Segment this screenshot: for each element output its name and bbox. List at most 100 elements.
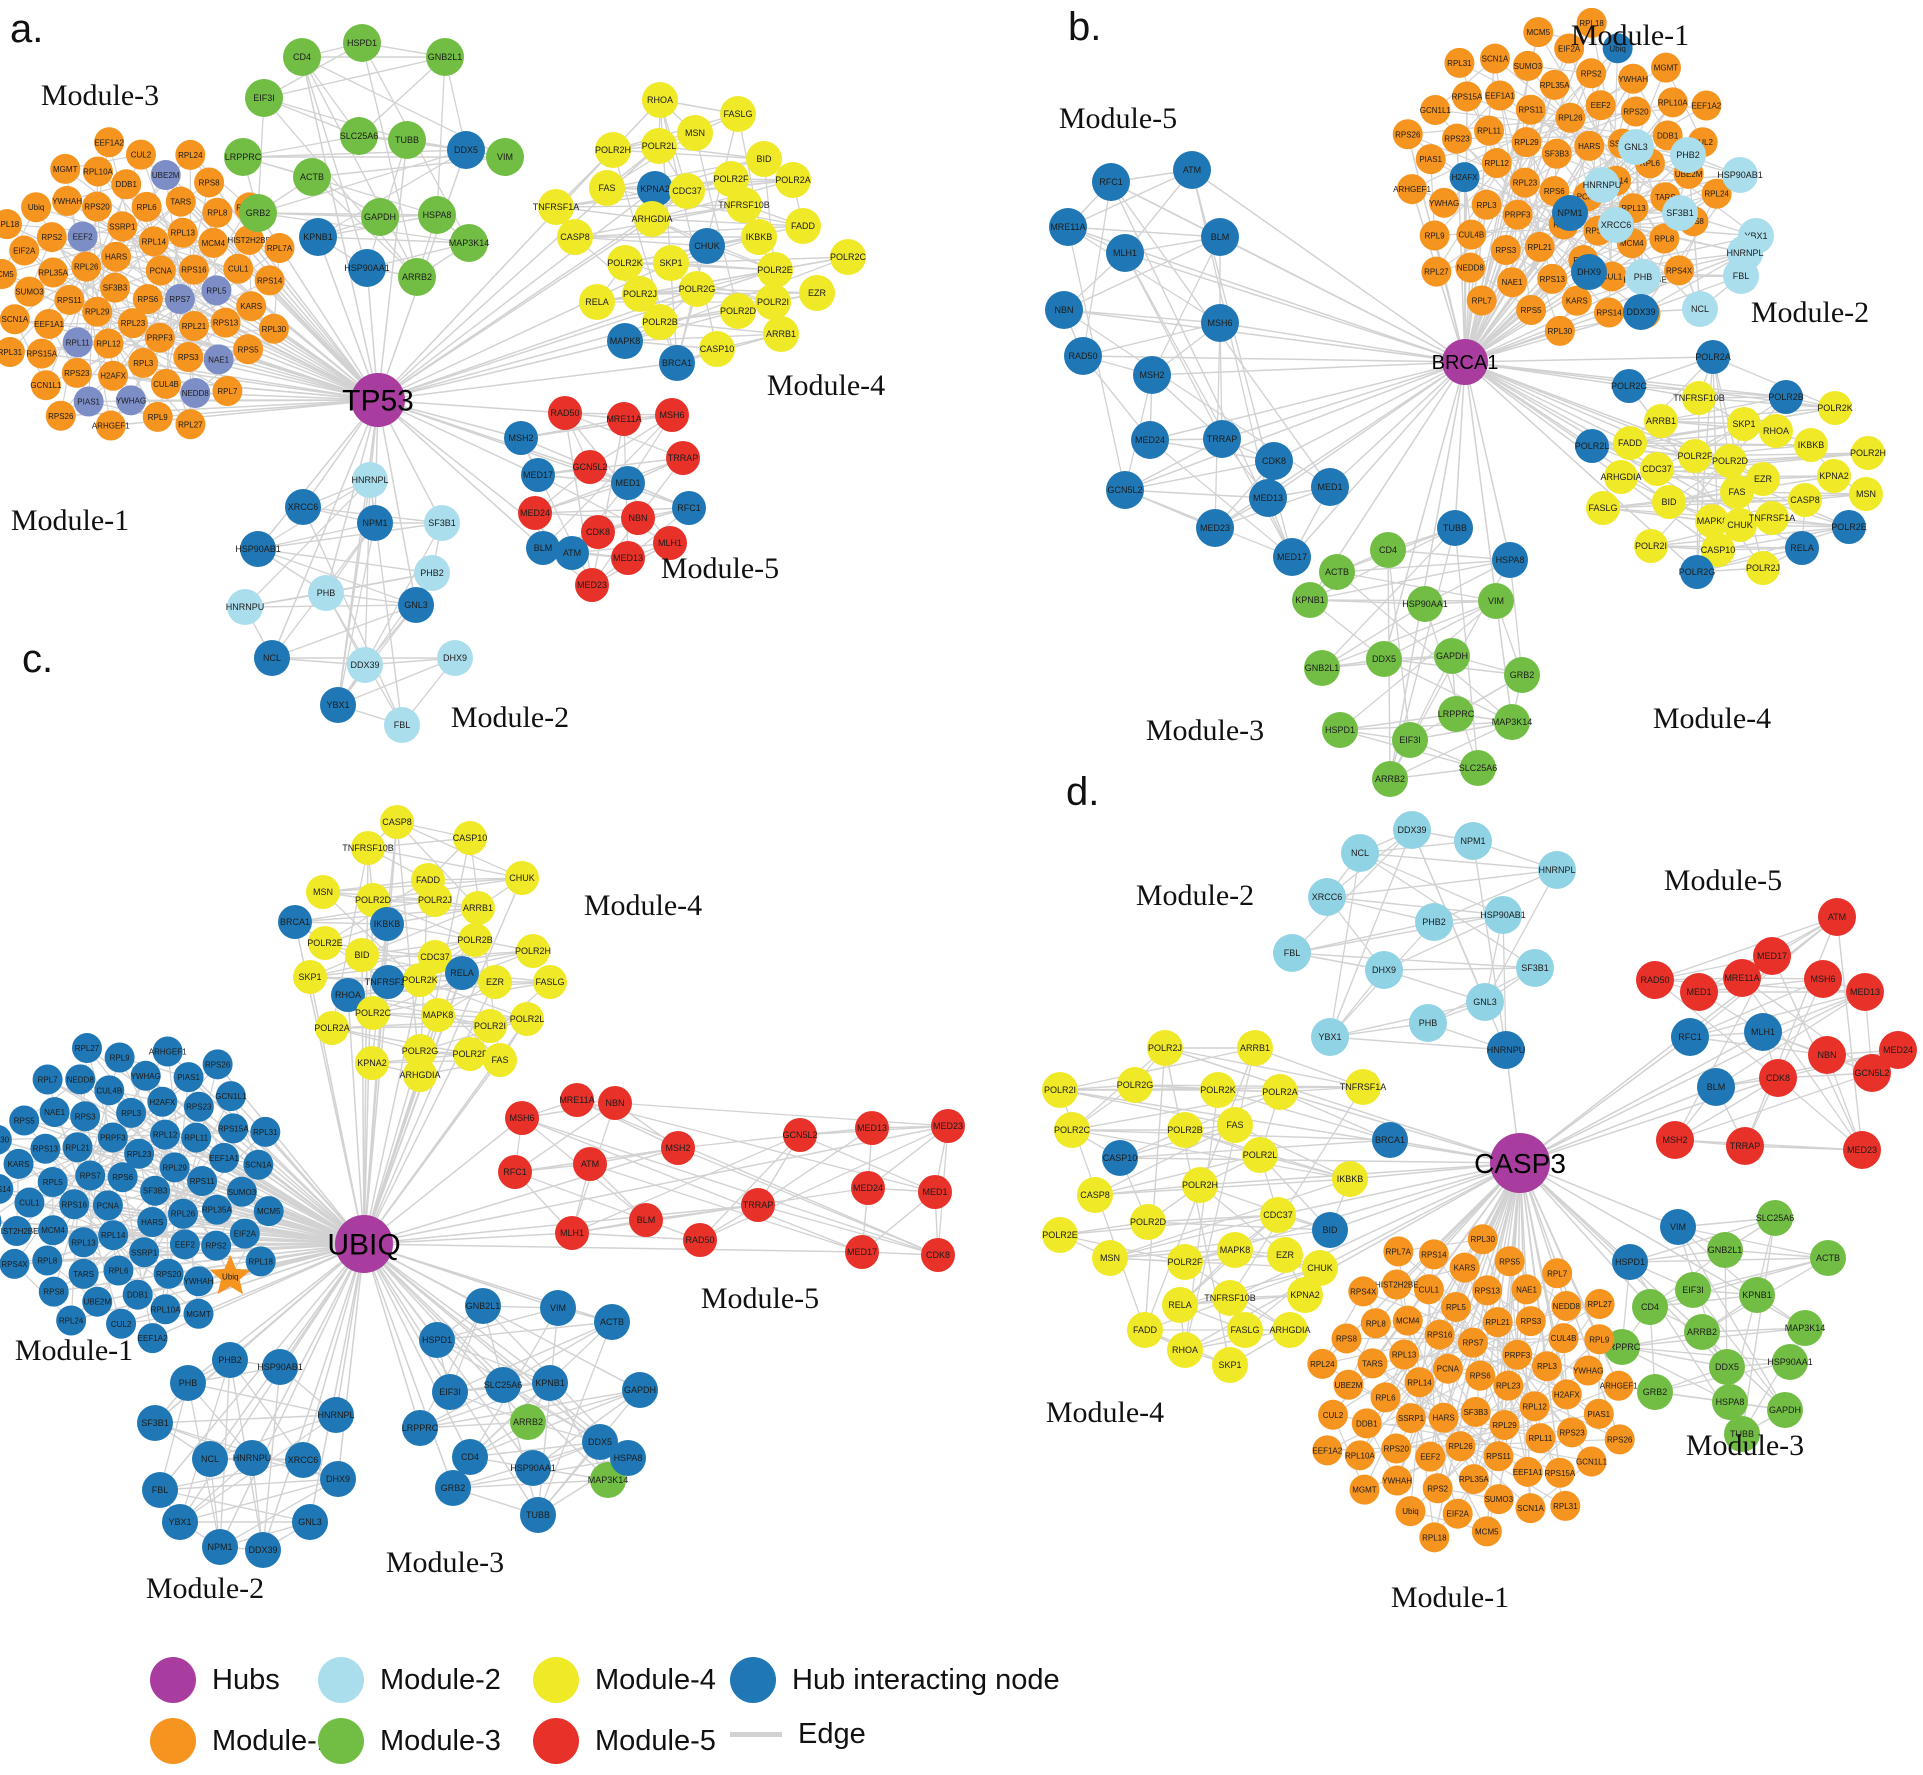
node-RPL5 (1440, 1291, 1471, 1322)
node-POLR2I (1042, 1072, 1078, 1108)
node-RPS14 (0, 1174, 14, 1204)
node-MSH2 (504, 421, 538, 455)
node-XRCC6 (285, 489, 321, 525)
edge (242, 135, 360, 158)
edge (317, 236, 379, 401)
node-CASP8 (557, 219, 593, 255)
node-TARS (68, 1258, 99, 1289)
node-SF3B1 (137, 1405, 173, 1441)
node-HSPD1 (1322, 712, 1358, 748)
node-RPL35A (1458, 1464, 1489, 1495)
node-MAPK8 (421, 998, 455, 1032)
node-DDX39 (245, 1532, 281, 1568)
edge (1254, 1047, 1364, 1088)
node-MED17 (1753, 937, 1791, 975)
edge (1221, 361, 1466, 440)
node-RPL13 (1389, 1339, 1420, 1370)
node-POLR2B (642, 304, 678, 340)
edge (514, 1102, 616, 1173)
edge (1329, 1001, 1486, 1038)
node-HARS (137, 1206, 168, 1237)
node-HSPA8 (1712, 1384, 1748, 1420)
edge (1519, 1031, 1764, 1164)
edge (1640, 252, 1746, 313)
node-MED23 (1843, 1131, 1881, 1169)
node-DHX9 (1365, 951, 1403, 989)
node-NBN (1808, 1036, 1846, 1074)
node-RELA (1162, 1287, 1198, 1323)
node-DDB1 (1351, 1408, 1382, 1439)
node-RPL12 (93, 328, 124, 359)
node-CD4 (452, 1439, 488, 1475)
edge (1147, 1214, 1279, 1223)
node-HSPA8 (1492, 542, 1528, 578)
edge (612, 149, 765, 160)
node-POLR2I (755, 284, 791, 320)
node-RPL31 (250, 1116, 281, 1147)
edge (257, 548, 417, 606)
node-NBN (621, 501, 655, 535)
node-KPNB1 (299, 218, 337, 256)
edge (263, 97, 418, 278)
edge (1621, 1346, 1791, 1363)
node-UBE2M (1333, 1369, 1364, 1400)
node-RPS26 (1392, 119, 1423, 150)
node-ARHGDIA (634, 201, 670, 237)
edge (1067, 226, 1221, 324)
node-GRB2 (1637, 1374, 1673, 1410)
node-TNFRSF10B (726, 187, 762, 223)
edge (1329, 852, 1361, 1038)
node-HNRNPU (1487, 1031, 1525, 1069)
node-EIF3I (432, 1374, 468, 1410)
node-PHB (1409, 1004, 1447, 1042)
edge (309, 1243, 365, 1523)
node-HARS (1428, 1402, 1459, 1433)
node-SLC25A6 (1757, 1200, 1793, 1236)
edge (1149, 439, 1293, 558)
node-MSH2 (1133, 356, 1171, 394)
edge (1326, 869, 1558, 898)
node-HSP90AA1 (515, 1450, 551, 1486)
node-MSH6 (655, 398, 689, 432)
node-RPL30 (258, 313, 289, 344)
node-EIF2A (1442, 1498, 1473, 1529)
node-MED1 (918, 1175, 952, 1209)
edge (363, 1117, 523, 1245)
edge (1329, 361, 1466, 488)
edge (1464, 361, 1631, 444)
node-DHX9 (437, 640, 473, 676)
label-module-5: Module-5 (1664, 864, 1782, 897)
node-ATM (1818, 898, 1856, 936)
edge (534, 507, 690, 514)
node-BLM (1697, 1068, 1735, 1106)
node-MSN (306, 875, 340, 909)
edge (1147, 1221, 1331, 1231)
edge (469, 1389, 641, 1458)
node-PHB (308, 575, 344, 611)
edge (70, 1243, 365, 1322)
edge (377, 188, 656, 401)
node-CDK8 (921, 1238, 955, 1272)
node-NEDD8 (1551, 1290, 1582, 1321)
edge (576, 1099, 939, 1256)
node-RPL26 (167, 1198, 198, 1229)
edge (1464, 356, 1714, 363)
node-TNFRSF1A (1755, 501, 1789, 535)
node-RPS15A (218, 1113, 249, 1144)
label-module-3: Module-3 (386, 1546, 504, 1579)
node-ARRB1 (461, 891, 495, 925)
edge (1698, 978, 1824, 993)
edge (377, 139, 408, 401)
node-RPS16 (178, 254, 209, 285)
panel-letter: d. (1066, 770, 1099, 814)
node-IKBKB (1794, 428, 1828, 462)
node-KPNB1 (1292, 582, 1328, 618)
node-MED24 (518, 496, 552, 530)
node-SUMO3 (226, 1176, 257, 1207)
node-RPL14 (98, 1220, 129, 1251)
edge (1321, 603, 1426, 669)
node-RPS3 (70, 1101, 101, 1132)
edge (571, 1232, 701, 1241)
edge (1067, 226, 1221, 238)
edge (1519, 1086, 1717, 1164)
